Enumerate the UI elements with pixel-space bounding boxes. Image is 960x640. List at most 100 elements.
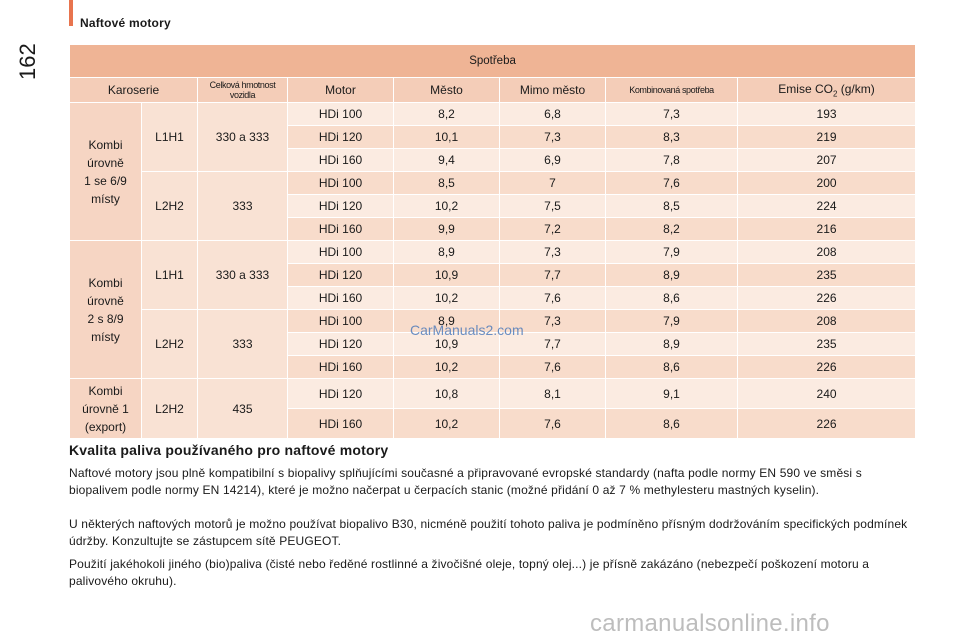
emission-suffix: (g/km) (837, 81, 875, 96)
table-row: L2H2 333 HDi 100 8,9 7,3 7,9 208 (70, 309, 917, 379)
table-row: L2H2 333 HDi 100 8,5 7 7,6 200 (70, 171, 917, 241)
cell-body-type: Kombi úrovně 1 se 6/9 místy (69, 102, 142, 241)
cell-vehicle-size: L2H2 (141, 378, 198, 439)
col-header-combined: Kombinovaná spotřeba (605, 77, 738, 103)
cell-city: 10,8 (393, 378, 500, 409)
cell-combined: 8,6 (605, 286, 738, 310)
cell-city: 10,1 (393, 125, 500, 149)
cell-city: 10,2 (393, 194, 500, 218)
cell-outside-city: 7,5 (499, 194, 606, 218)
section-accent-bar (69, 0, 73, 26)
cell-engine: HDi 120 (287, 332, 394, 356)
fuel-quality-heading: Kvalita paliva používaného pro naftové m… (69, 442, 389, 458)
cell-engine: HDi 160 (287, 148, 394, 172)
cell-city: 10,2 (393, 355, 500, 379)
body-type-line: Kombi (88, 383, 123, 398)
cell-city: 10,2 (393, 408, 500, 439)
cell-vehicle-size: L2H2 (141, 309, 198, 379)
body-type-line: 1 se 6/9 (84, 173, 127, 188)
cell-co2: 208 (736, 240, 917, 264)
cell-co2: 224 (736, 194, 917, 218)
col-header-engine: Motor (287, 77, 394, 103)
cell-outside-city: 7,6 (499, 355, 606, 379)
cell-co2: 216 (736, 217, 917, 241)
cell-city: 8,9 (393, 309, 500, 333)
cell-body-type: Kombi úrovně 1 (export) (69, 378, 142, 439)
cell-gross-weight: 330 a 333 (197, 240, 288, 310)
cell-combined: 8,3 (605, 125, 738, 149)
cell-co2: 207 (736, 148, 917, 172)
cell-co2: 235 (736, 263, 917, 287)
cell-combined: 8,9 (605, 332, 738, 356)
cell-combined: 8,6 (605, 355, 738, 379)
cell-engine: HDi 100 (287, 240, 394, 264)
cell-outside-city: 7,2 (499, 217, 606, 241)
fuel-paragraph-2: U některých naftových motorů je možno po… (69, 517, 908, 548)
cell-outside-city: 7,3 (499, 240, 606, 264)
col-header-emission: Emise CO2 (g/km) (736, 77, 917, 103)
table-row: HDi 120 10,1 7,3 8,3 219 (70, 125, 917, 149)
cell-engine: HDi 100 (287, 309, 394, 333)
cell-outside-city: 7,6 (499, 408, 606, 439)
cell-engine: HDi 120 (287, 125, 394, 149)
cell-combined: 7,9 (605, 240, 738, 264)
body-type-line: úrovně (87, 293, 124, 308)
cell-combined: 8,6 (605, 408, 738, 439)
cell-combined: 7,3 (605, 102, 738, 126)
cell-co2: 208 (736, 309, 917, 333)
table-row: Kombi úrovně 1 (export) L2H2 435 HDi 120 10,8 8… (69, 378, 917, 439)
cell-outside-city: 8,1 (499, 378, 606, 409)
col-header-weight: Celková hmotnost vozidla (197, 77, 288, 103)
cell-combined: 9,1 (605, 378, 738, 409)
cell-city: 10,9 (393, 332, 500, 356)
cell-combined: 7,9 (605, 309, 738, 333)
cell-engine: HDi 120 (287, 378, 394, 409)
cell-outside-city: 7,3 (499, 309, 606, 333)
col-header-outside: Mimo město (499, 77, 606, 103)
cell-co2: 193 (736, 102, 917, 126)
body-type-line: Kombi (88, 137, 123, 152)
cell-co2: 226 (736, 355, 917, 379)
cell-combined: 8,5 (605, 194, 738, 218)
watermark-center: CarManuals2.com (410, 322, 524, 338)
body-type-line: úrovně (87, 155, 124, 170)
fuel-paragraph-3: Použití jakéhokoli jiného (bio)paliva (č… (69, 557, 870, 588)
cell-vehicle-size: L2H2 (141, 171, 198, 241)
body-type-line: místy (91, 191, 120, 206)
table-row: HDi 160 10,2 7,6 8,6 226 (70, 355, 917, 379)
table-row: HDi 160 10,2 7,6 8,6 226 (70, 286, 917, 310)
cell-engine: HDi 120 (287, 194, 394, 218)
cell-outside-city: 7,3 (499, 125, 606, 149)
col-header-body: Karoserie (69, 77, 198, 103)
cell-co2: 226 (736, 286, 917, 310)
cell-engine: HDi 160 (287, 286, 394, 310)
cell-engine: HDi 100 (287, 102, 394, 126)
cell-engine: HDi 160 (287, 217, 394, 241)
cell-co2: 235 (736, 332, 917, 356)
cell-vehicle-size: L1H1 (141, 102, 198, 172)
cell-combined: 7,6 (605, 171, 738, 195)
col-header-city: Město (393, 77, 500, 103)
cell-city: 8,9 (393, 240, 500, 264)
watermark-footer: carmanualsonline.info (590, 610, 830, 637)
cell-outside-city: 7 (499, 171, 606, 195)
body-type-line: úrovně 1 (82, 401, 129, 416)
cell-city: 9,9 (393, 217, 500, 241)
consumption-table: Spotřeba Karoserie Celková hmotnost vozi… (68, 44, 917, 439)
cell-combined: 8,2 (605, 217, 738, 241)
cell-city: 9,4 (393, 148, 500, 172)
fuel-paragraph-1: Naftové motory jsou plně kompatibilní s … (69, 466, 862, 497)
cell-body-type: Kombi úrovně 2 s 8/9 místy (69, 240, 142, 379)
emission-prefix: Emise CO (778, 81, 833, 96)
cell-combined: 7,8 (605, 148, 738, 172)
cell-gross-weight: 333 (197, 309, 288, 379)
cell-engine: HDi 100 (287, 171, 394, 195)
page-number: 162 (15, 43, 40, 80)
cell-engine: HDi 160 (287, 355, 394, 379)
body-type-line: 2 s 8/9 (87, 311, 124, 326)
cell-outside-city: 6,8 (499, 102, 606, 126)
cell-engine: HDi 120 (287, 263, 394, 287)
cell-co2: 219 (736, 125, 917, 149)
section-title: Naftové motory (80, 16, 171, 30)
cell-co2: 240 (736, 378, 917, 409)
